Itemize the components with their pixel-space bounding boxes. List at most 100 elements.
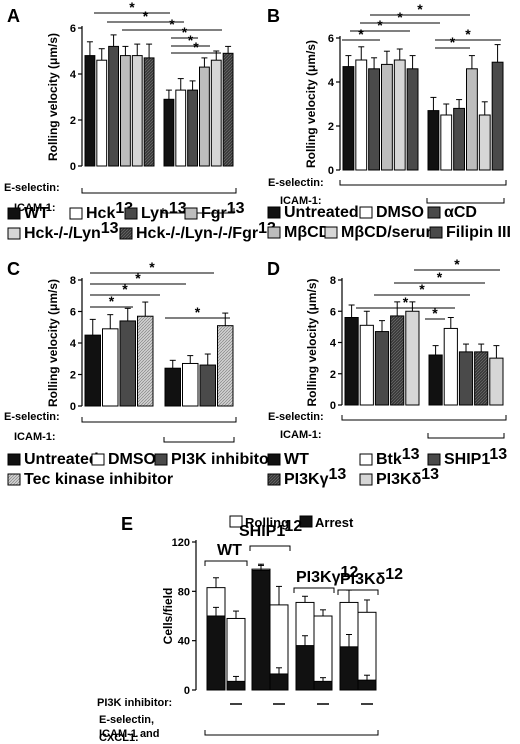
panel-letter: A [7,6,20,26]
legend-label: Hck13 [86,200,133,222]
legend-label: Hck-/-/Lyn-/-/Fgr13 [136,220,276,242]
y-tick-label: 40 [178,636,190,648]
bar-arrest [269,673,289,691]
y-tick-label: 0 [70,401,76,413]
bar [478,114,491,171]
y-tick-label: 6 [70,307,76,319]
significance-star: * [403,294,409,310]
y-axis-label: Rolling velocity (μm/s) [305,278,319,406]
bar [164,367,181,407]
y-tick-label: 2 [70,115,76,127]
bar [489,357,504,406]
y-tick-label: 6 [70,23,76,35]
bar [210,59,222,167]
bar [440,114,453,171]
panel-letter: C [7,259,20,279]
legend-label: Lyn13 [141,200,187,222]
legend-swatch [324,226,338,239]
genotype-bracket [293,587,335,593]
bar [175,89,187,167]
y-tick-label: 2 [70,370,76,382]
legend-swatch [124,207,138,220]
y-tick-label: 4 [330,338,337,350]
legend-label: Untreated13 [284,204,359,221]
significance-star: * [122,281,128,297]
genotype-label: WT12 [217,542,242,559]
significance-star: * [397,9,403,25]
legend-label: PI3Kδ13 [376,466,439,488]
bar [199,364,216,407]
legend-label: WT13 [284,451,309,468]
y-tick-label: 4 [328,77,335,89]
y-tick-label: 2 [328,121,334,133]
bar-arrest [339,646,359,691]
bar [453,107,465,171]
legend-label: Btk13 [376,446,420,468]
legend-swatch [267,206,281,219]
legend-swatch [267,453,281,466]
y-tick-label: 0 [328,165,334,177]
bar [96,59,108,167]
legend-swatch [359,206,373,219]
y-axis-label: Rolling velocity (μm/s) [46,279,60,407]
condition-label: ICAM-1 and [99,728,160,740]
condition-bracket [163,437,235,443]
legend-label: PI3Kγ13 [284,466,346,488]
significance-star: * [417,1,423,17]
legend-label: MβCD/serum13 [341,224,440,241]
bar [427,110,440,171]
y-tick-label: 4 [70,338,77,350]
bar-arrest [357,679,377,691]
legend-swatch [7,473,21,486]
bar [187,89,199,167]
significance-star: * [135,270,141,286]
y-axis-label: Cells/field [161,588,175,645]
significance-star: * [149,259,155,275]
genotype-bracket [337,589,379,595]
condition-label: E-selectin: [4,182,60,194]
panel-letter: D [267,259,280,279]
significance-star: * [432,305,438,321]
bar [143,57,155,167]
legend-swatch [267,226,281,239]
bar [84,334,101,407]
bar [137,315,154,407]
bar [355,59,368,171]
y-axis-label: Rolling velocity (μm/s) [304,40,318,168]
condition-bracket [339,180,507,186]
condition-bracket [427,433,505,439]
significance-star: * [419,281,425,297]
significance-star: * [377,17,383,33]
y-axis-label: Rolling velocity (μm/s) [46,33,60,161]
legend-label: Untreated13 [24,451,99,468]
legend-swatch [154,453,168,466]
bar [381,63,393,171]
bar [199,66,210,167]
significance-star: * [358,26,364,42]
y-tick-label: 8 [330,275,336,287]
legend-swatch [267,473,281,486]
bar-arrest [251,569,271,691]
y-tick-label: 8 [70,275,76,287]
bar [120,55,131,167]
bar [443,327,458,406]
significance-star: * [465,26,471,42]
significance-star: * [143,8,149,24]
significance-star: * [169,16,175,32]
bar [222,52,234,167]
bar-arrest [313,680,333,691]
bar [474,351,489,406]
condition-label: ICAM-1: [280,195,322,207]
condition-label: E-selectin: [4,411,60,423]
bar [119,320,136,407]
legend-swatch [359,473,373,486]
legend-swatch [69,207,83,220]
bar [390,315,405,406]
bar [393,59,406,171]
bar [84,55,96,167]
bar [342,66,355,171]
y-tick-label: 4 [70,69,77,81]
panel-b: B 0 2 4 6 Rolling velocity (μm/s) * * * * * * E-sele… [267,1,511,241]
legend-label: MβCD13 [284,224,330,241]
